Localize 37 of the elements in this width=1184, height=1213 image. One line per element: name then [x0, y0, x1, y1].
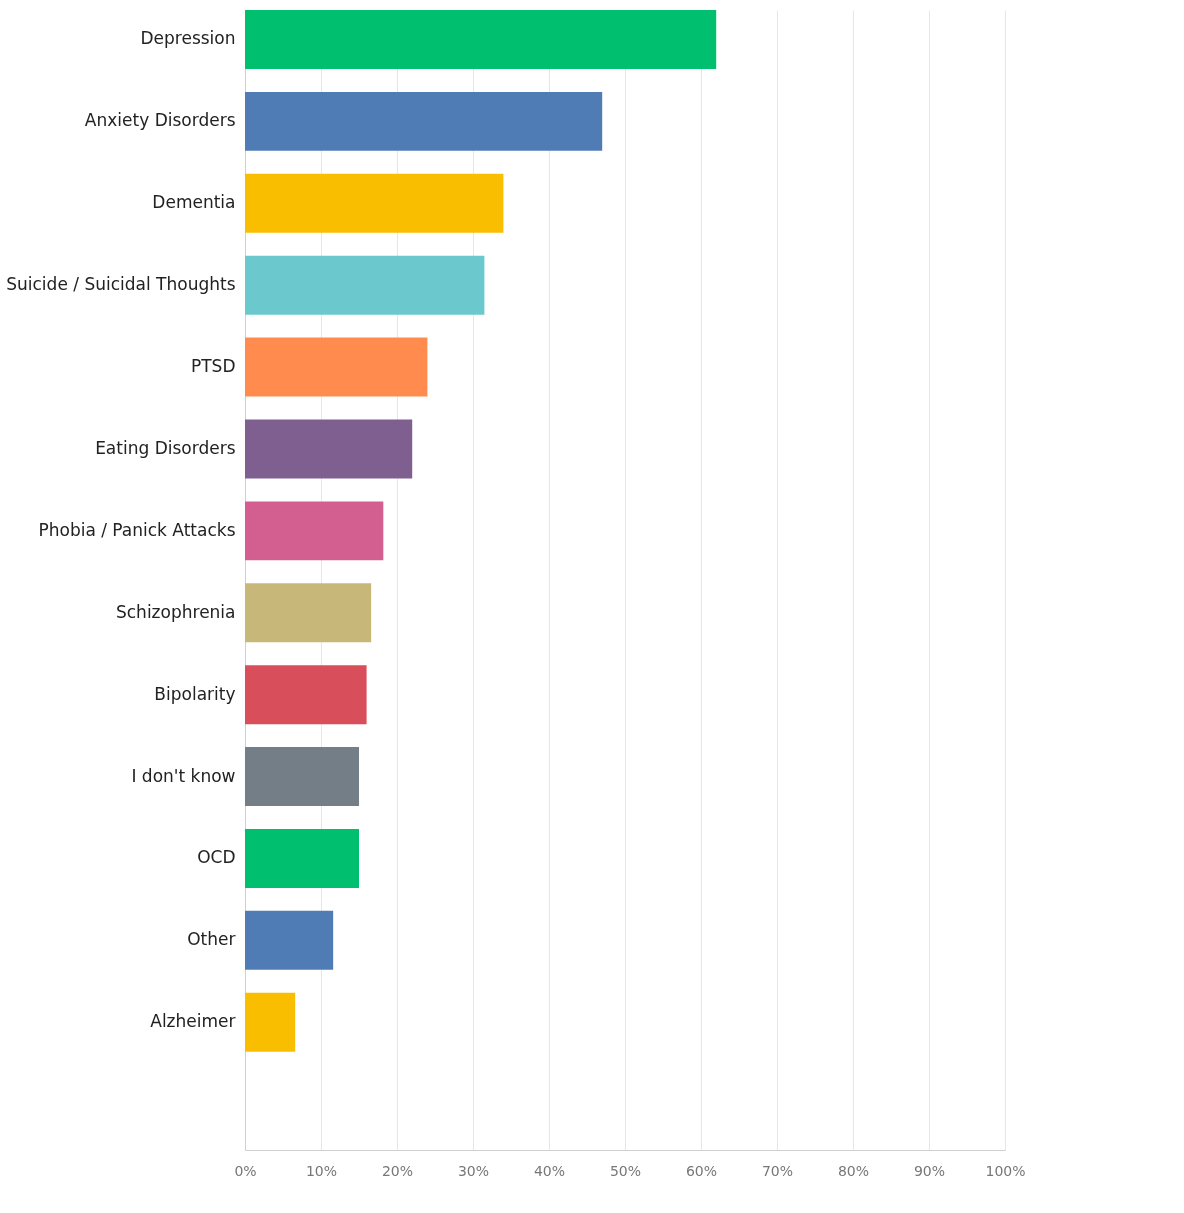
y-tick-label: OCD [197, 847, 236, 868]
bar [245, 501, 384, 561]
bar [245, 910, 334, 970]
y-tick-label: Depression [140, 28, 236, 49]
bar [245, 583, 372, 643]
x-tick-label: 100% [985, 1162, 1026, 1179]
x-tick-label: 0% [234, 1162, 257, 1179]
bar [245, 828, 359, 888]
bar [245, 747, 359, 807]
y-tick-label: Schizophrenia [115, 601, 236, 622]
bar [245, 992, 296, 1052]
y-tick-label: Dementia [152, 192, 236, 213]
x-tick-label: 80% [837, 1162, 870, 1179]
x-tick-label: 50% [609, 1162, 642, 1179]
x-tick-label: 60% [685, 1162, 718, 1179]
y-tick-label: Phobia / Panick Attacks [38, 519, 236, 540]
bar [245, 91, 603, 151]
bar [245, 419, 413, 479]
bar [245, 10, 717, 69]
x-tick-label: 30% [457, 1162, 490, 1179]
y-tick-label: Alzheimer [150, 1011, 236, 1032]
x-tick-label: 70% [761, 1162, 794, 1179]
bar [245, 173, 504, 233]
bar [245, 255, 485, 315]
y-tick-label: PTSD [190, 356, 236, 377]
x-tick-label: 40% [533, 1162, 566, 1179]
x-tick-label: 90% [913, 1162, 946, 1179]
x-tick-label: 20% [381, 1162, 414, 1179]
y-tick-label: Eating Disorders [95, 437, 236, 458]
bar [245, 337, 428, 397]
y-tick-label: Bipolarity [154, 683, 236, 704]
y-tick-label: Other [187, 929, 236, 950]
y-tick-label: I don't know [131, 765, 236, 786]
y-tick-label: Anxiety Disorders [84, 110, 236, 131]
y-tick-label: Suicide / Suicidal Thoughts [6, 274, 236, 295]
bar [245, 665, 367, 725]
x-tick-label: 10% [305, 1162, 338, 1179]
